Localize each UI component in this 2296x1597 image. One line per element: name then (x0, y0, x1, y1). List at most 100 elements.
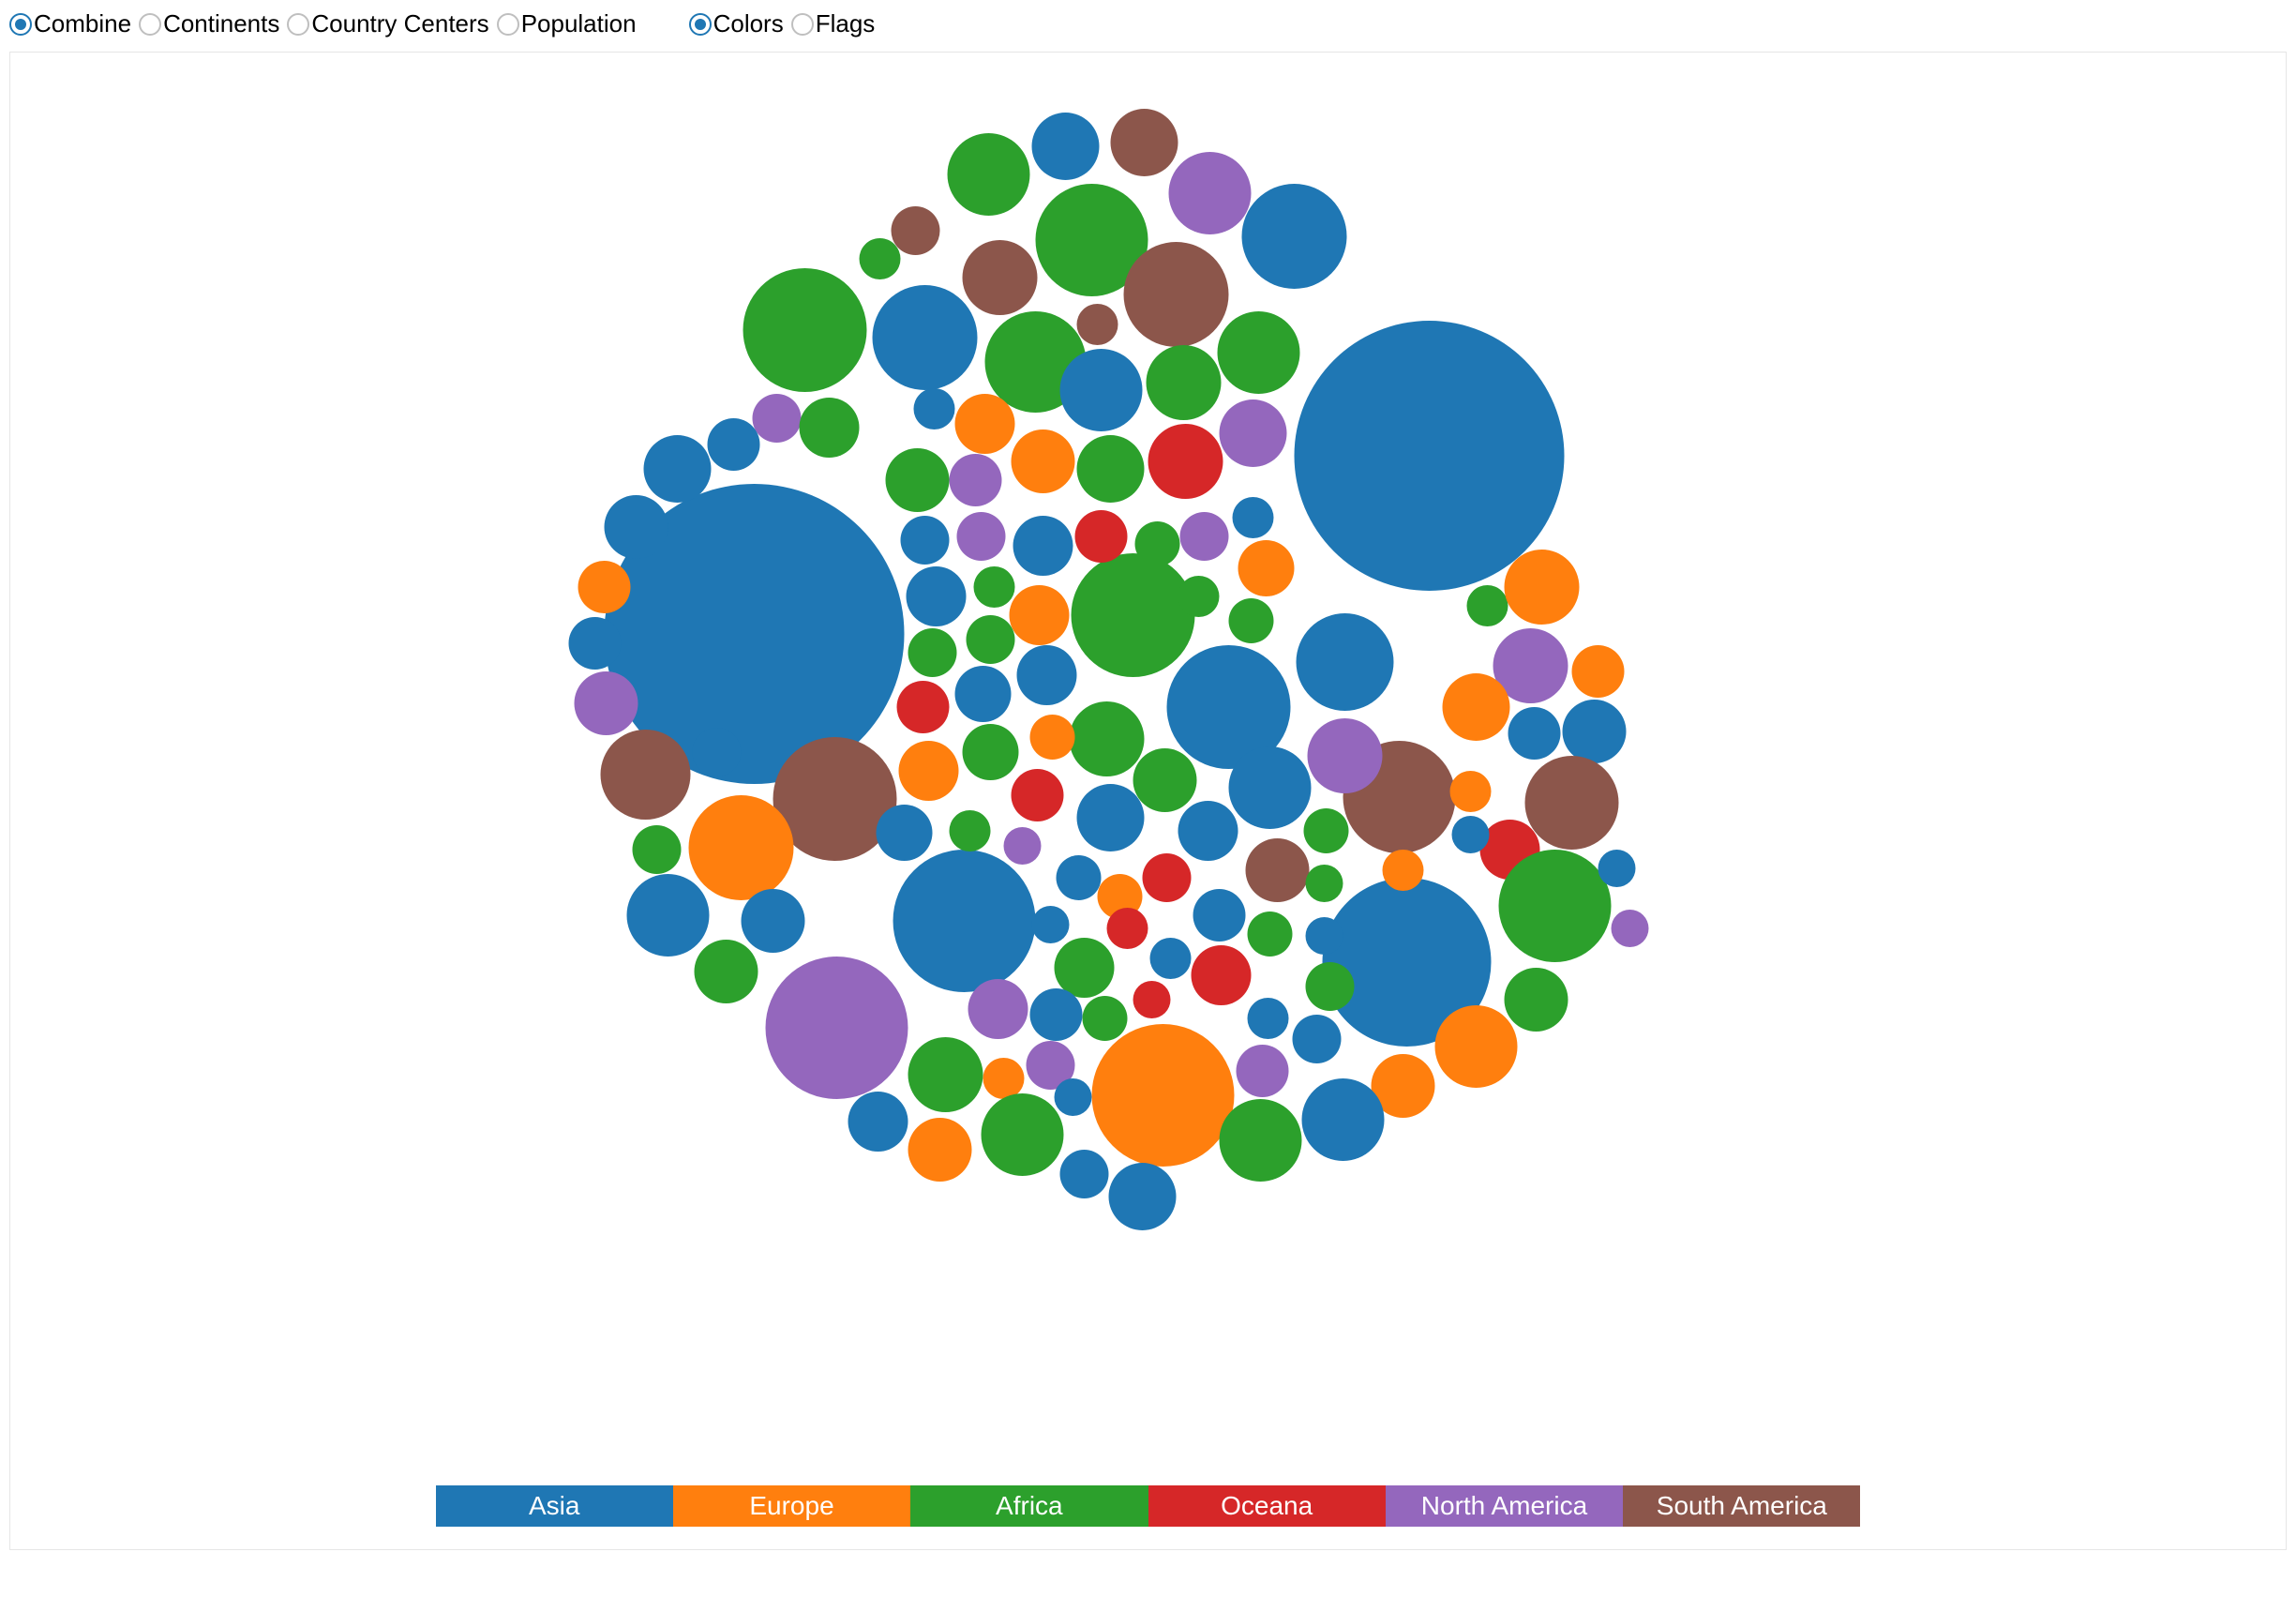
legend-item-north-america[interactable]: North America (1386, 1485, 1623, 1527)
bubble-node[interactable] (1598, 850, 1636, 887)
bubble-node[interactable] (968, 979, 1028, 1039)
bubble-node[interactable] (1060, 1150, 1109, 1198)
bubble-node[interactable] (743, 268, 867, 392)
bubble-node[interactable] (1218, 311, 1300, 394)
bubble-node[interactable] (955, 394, 1015, 454)
bubble-node[interactable] (1293, 1015, 1342, 1063)
bubble-node[interactable] (633, 825, 682, 874)
bubble-node[interactable] (908, 1118, 972, 1182)
bubble-node[interactable] (1017, 645, 1077, 705)
bubble-node[interactable] (1452, 816, 1490, 853)
bubble-node[interactable] (1220, 1099, 1302, 1182)
bubble-node[interactable] (873, 285, 978, 390)
bubble-node[interactable] (1302, 1078, 1385, 1161)
bubble-node[interactable] (877, 805, 933, 861)
bubble-node[interactable] (1180, 512, 1229, 561)
bubble-node[interactable] (848, 1092, 908, 1152)
bubble-node[interactable] (1193, 889, 1246, 942)
bubble-node[interactable] (892, 206, 940, 255)
bubble-node[interactable] (1133, 981, 1171, 1018)
bubble-node[interactable] (575, 671, 638, 735)
bubble-node[interactable] (1297, 613, 1394, 711)
bubble-node[interactable] (1143, 853, 1192, 902)
bubble-node[interactable] (1248, 998, 1289, 1039)
radio-population[interactable]: Population (497, 9, 637, 38)
bubble-node[interactable] (800, 398, 860, 458)
bubble-node[interactable] (1083, 996, 1128, 1041)
bubble-node[interactable] (1070, 701, 1145, 776)
bubble-node[interactable] (1075, 510, 1128, 563)
bubble-node[interactable] (963, 240, 1038, 315)
bubble-node[interactable] (974, 566, 1015, 608)
bubble-node[interactable] (1192, 945, 1252, 1005)
bubble-node[interactable] (1304, 808, 1349, 853)
bubble-node[interactable] (1572, 645, 1625, 698)
bubble-node[interactable] (578, 561, 631, 613)
bubble-node[interactable] (1178, 576, 1220, 617)
bubble-node[interactable] (1013, 516, 1073, 576)
bubble-node[interactable] (1060, 349, 1143, 431)
bubble-node[interactable] (1077, 784, 1145, 851)
bubble-node[interactable] (886, 448, 950, 512)
bubble-node[interactable] (601, 730, 691, 820)
bubble-node[interactable] (1030, 715, 1075, 760)
bubble-node[interactable] (1077, 304, 1118, 345)
bubble-node[interactable] (1308, 718, 1383, 793)
bubble-node[interactable] (1612, 910, 1649, 947)
bubble-node[interactable] (957, 512, 1006, 561)
bubble-node[interactable] (627, 874, 710, 957)
radio-country-centers[interactable]: Country Centers (287, 9, 488, 38)
bubble-node[interactable] (1147, 345, 1222, 420)
bubble-node[interactable] (948, 133, 1030, 216)
bubble-node[interactable] (1306, 917, 1343, 955)
bubble-node[interactable] (908, 628, 957, 677)
bubble-node[interactable] (1505, 550, 1580, 625)
bubble-node[interactable] (1092, 1024, 1235, 1167)
legend-item-oceana[interactable]: Oceana (1148, 1485, 1386, 1527)
bubble-node[interactable] (1010, 585, 1070, 645)
bubble-node[interactable] (1443, 673, 1510, 741)
bubble-node[interactable] (1467, 585, 1508, 626)
bubble-node[interactable] (1229, 598, 1274, 643)
legend-item-europe[interactable]: Europe (673, 1485, 910, 1527)
bubble-node[interactable] (1057, 855, 1102, 900)
bubble-node[interactable] (1032, 113, 1100, 180)
bubble-node[interactable] (1055, 938, 1115, 998)
bubble-node[interactable] (1435, 1005, 1518, 1088)
bubble-node[interactable] (753, 394, 802, 443)
bubble-node[interactable] (907, 566, 967, 626)
bubble-node[interactable] (1109, 1163, 1177, 1230)
bubble-node[interactable] (693, 728, 742, 776)
bubble-node[interactable] (950, 454, 1002, 506)
bubble-node[interactable] (742, 889, 805, 953)
bubble-node[interactable] (1233, 497, 1274, 538)
bubble-node[interactable] (1246, 838, 1310, 902)
bubble-node[interactable] (1169, 152, 1252, 234)
bubble-node[interactable] (1563, 700, 1627, 763)
bubble-node[interactable] (1237, 1045, 1289, 1097)
bubble-node[interactable] (1238, 540, 1295, 596)
bubble-node[interactable] (955, 666, 1012, 722)
bubble-node[interactable] (695, 940, 758, 1003)
bubble-node[interactable] (1178, 801, 1238, 861)
legend-item-asia[interactable]: Asia (436, 1485, 673, 1527)
bubble-node[interactable] (1508, 707, 1561, 760)
bubble-node[interactable] (1072, 553, 1195, 677)
bubble-node[interactable] (899, 741, 959, 801)
bubble-node[interactable] (1505, 968, 1568, 1032)
bubble-node[interactable] (1133, 748, 1197, 812)
bubble-node[interactable] (1148, 424, 1223, 499)
legend-item-africa[interactable]: Africa (910, 1485, 1148, 1527)
bubble-node[interactable] (1242, 184, 1347, 289)
bubble-node[interactable] (1248, 911, 1293, 957)
bubble-node[interactable] (967, 615, 1015, 664)
bubble-node[interactable] (893, 850, 1036, 992)
radio-combine[interactable]: Combine (9, 9, 131, 38)
bubble-node[interactable] (1525, 756, 1619, 850)
bubble-node[interactable] (689, 795, 794, 900)
bubble-node[interactable] (569, 617, 622, 670)
bubble-node[interactable] (1135, 521, 1180, 566)
bubble-node[interactable] (908, 1037, 983, 1112)
radio-flags[interactable]: Flags (791, 9, 876, 38)
bubble-node[interactable] (1150, 938, 1192, 979)
